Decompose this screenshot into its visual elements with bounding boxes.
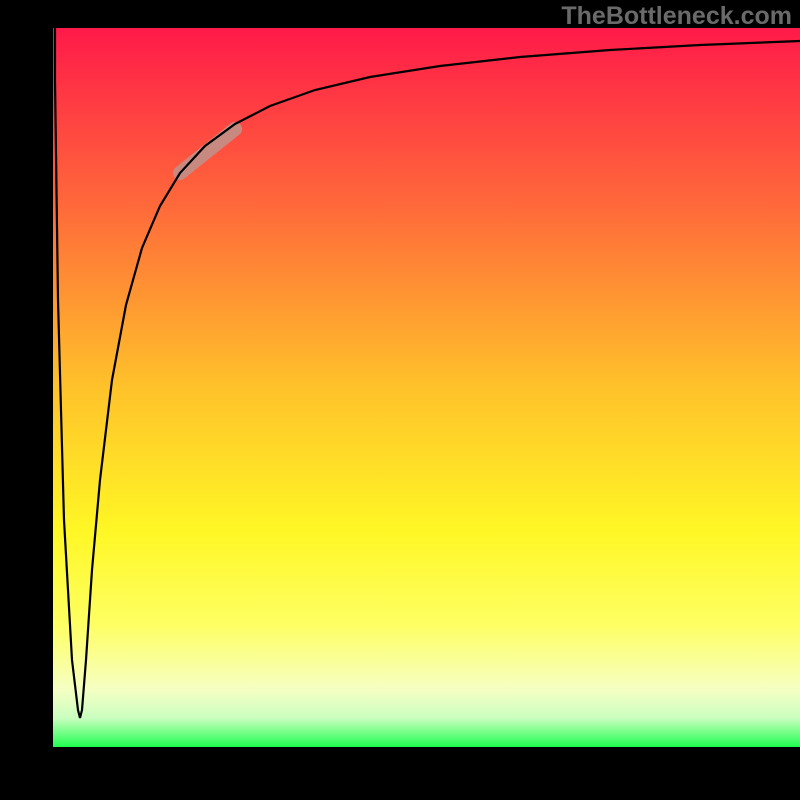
curve-highlight bbox=[180, 129, 235, 173]
curve-svg bbox=[53, 28, 800, 747]
plot-area bbox=[53, 28, 800, 747]
curve-main bbox=[55, 28, 800, 718]
watermark-text: TheBottleneck.com bbox=[561, 2, 792, 31]
chart-frame: TheBottleneck.com bbox=[0, 0, 800, 800]
